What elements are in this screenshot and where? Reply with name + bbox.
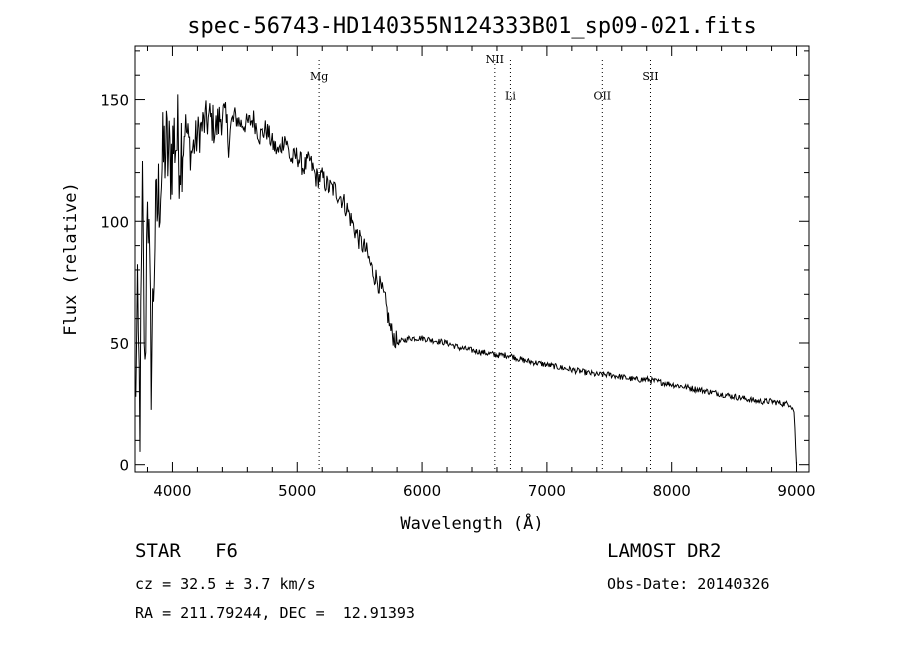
x-tick-label: 8000 <box>653 482 691 500</box>
y-tick-label: 100 <box>100 213 129 231</box>
plot-frame <box>134 45 810 473</box>
line-marker-label: OII <box>593 90 611 103</box>
survey-name: LAMOST DR2 <box>607 540 722 562</box>
x-axis-label: Wavelength (Å) <box>400 512 543 534</box>
spectral-subclass: F6 <box>215 540 238 562</box>
plot-area: Mg NII Li OII SII 4000 5000 6000 7000 8000 9000 0 5… <box>100 45 816 500</box>
x-tick-label: 9000 <box>777 482 815 500</box>
chart-title: spec-56743-HD140355N124333B01_sp09-021.f… <box>187 14 757 39</box>
x-tick-label: 4000 <box>153 482 191 500</box>
x-tick-label: 6000 <box>403 482 441 500</box>
line-marker-label: NII <box>486 53 504 66</box>
observation-date: Obs-Date: 20140326 <box>607 575 770 593</box>
line-marker-label: Li <box>505 90 516 103</box>
spectrum-line <box>134 94 797 465</box>
y-axis-label: Flux (relative) <box>61 182 81 336</box>
y-tick-label: 150 <box>100 92 129 110</box>
object-class: STAR F6 <box>135 540 238 562</box>
ra-dec-coordinates: RA = 211.79244, DEC = 12.91393 <box>135 604 415 622</box>
line-marker-label: SII <box>642 70 658 83</box>
y-tick-label: 0 <box>119 457 129 475</box>
object-type: STAR <box>135 540 181 562</box>
redshift-velocity: cz = 32.5 ± 3.7 km/s <box>135 575 316 593</box>
line-marker-label: Mg <box>310 70 328 83</box>
y-tick-label: 50 <box>110 335 129 353</box>
x-tick-label: 5000 <box>278 482 316 500</box>
x-tick-label: 7000 <box>528 482 566 500</box>
